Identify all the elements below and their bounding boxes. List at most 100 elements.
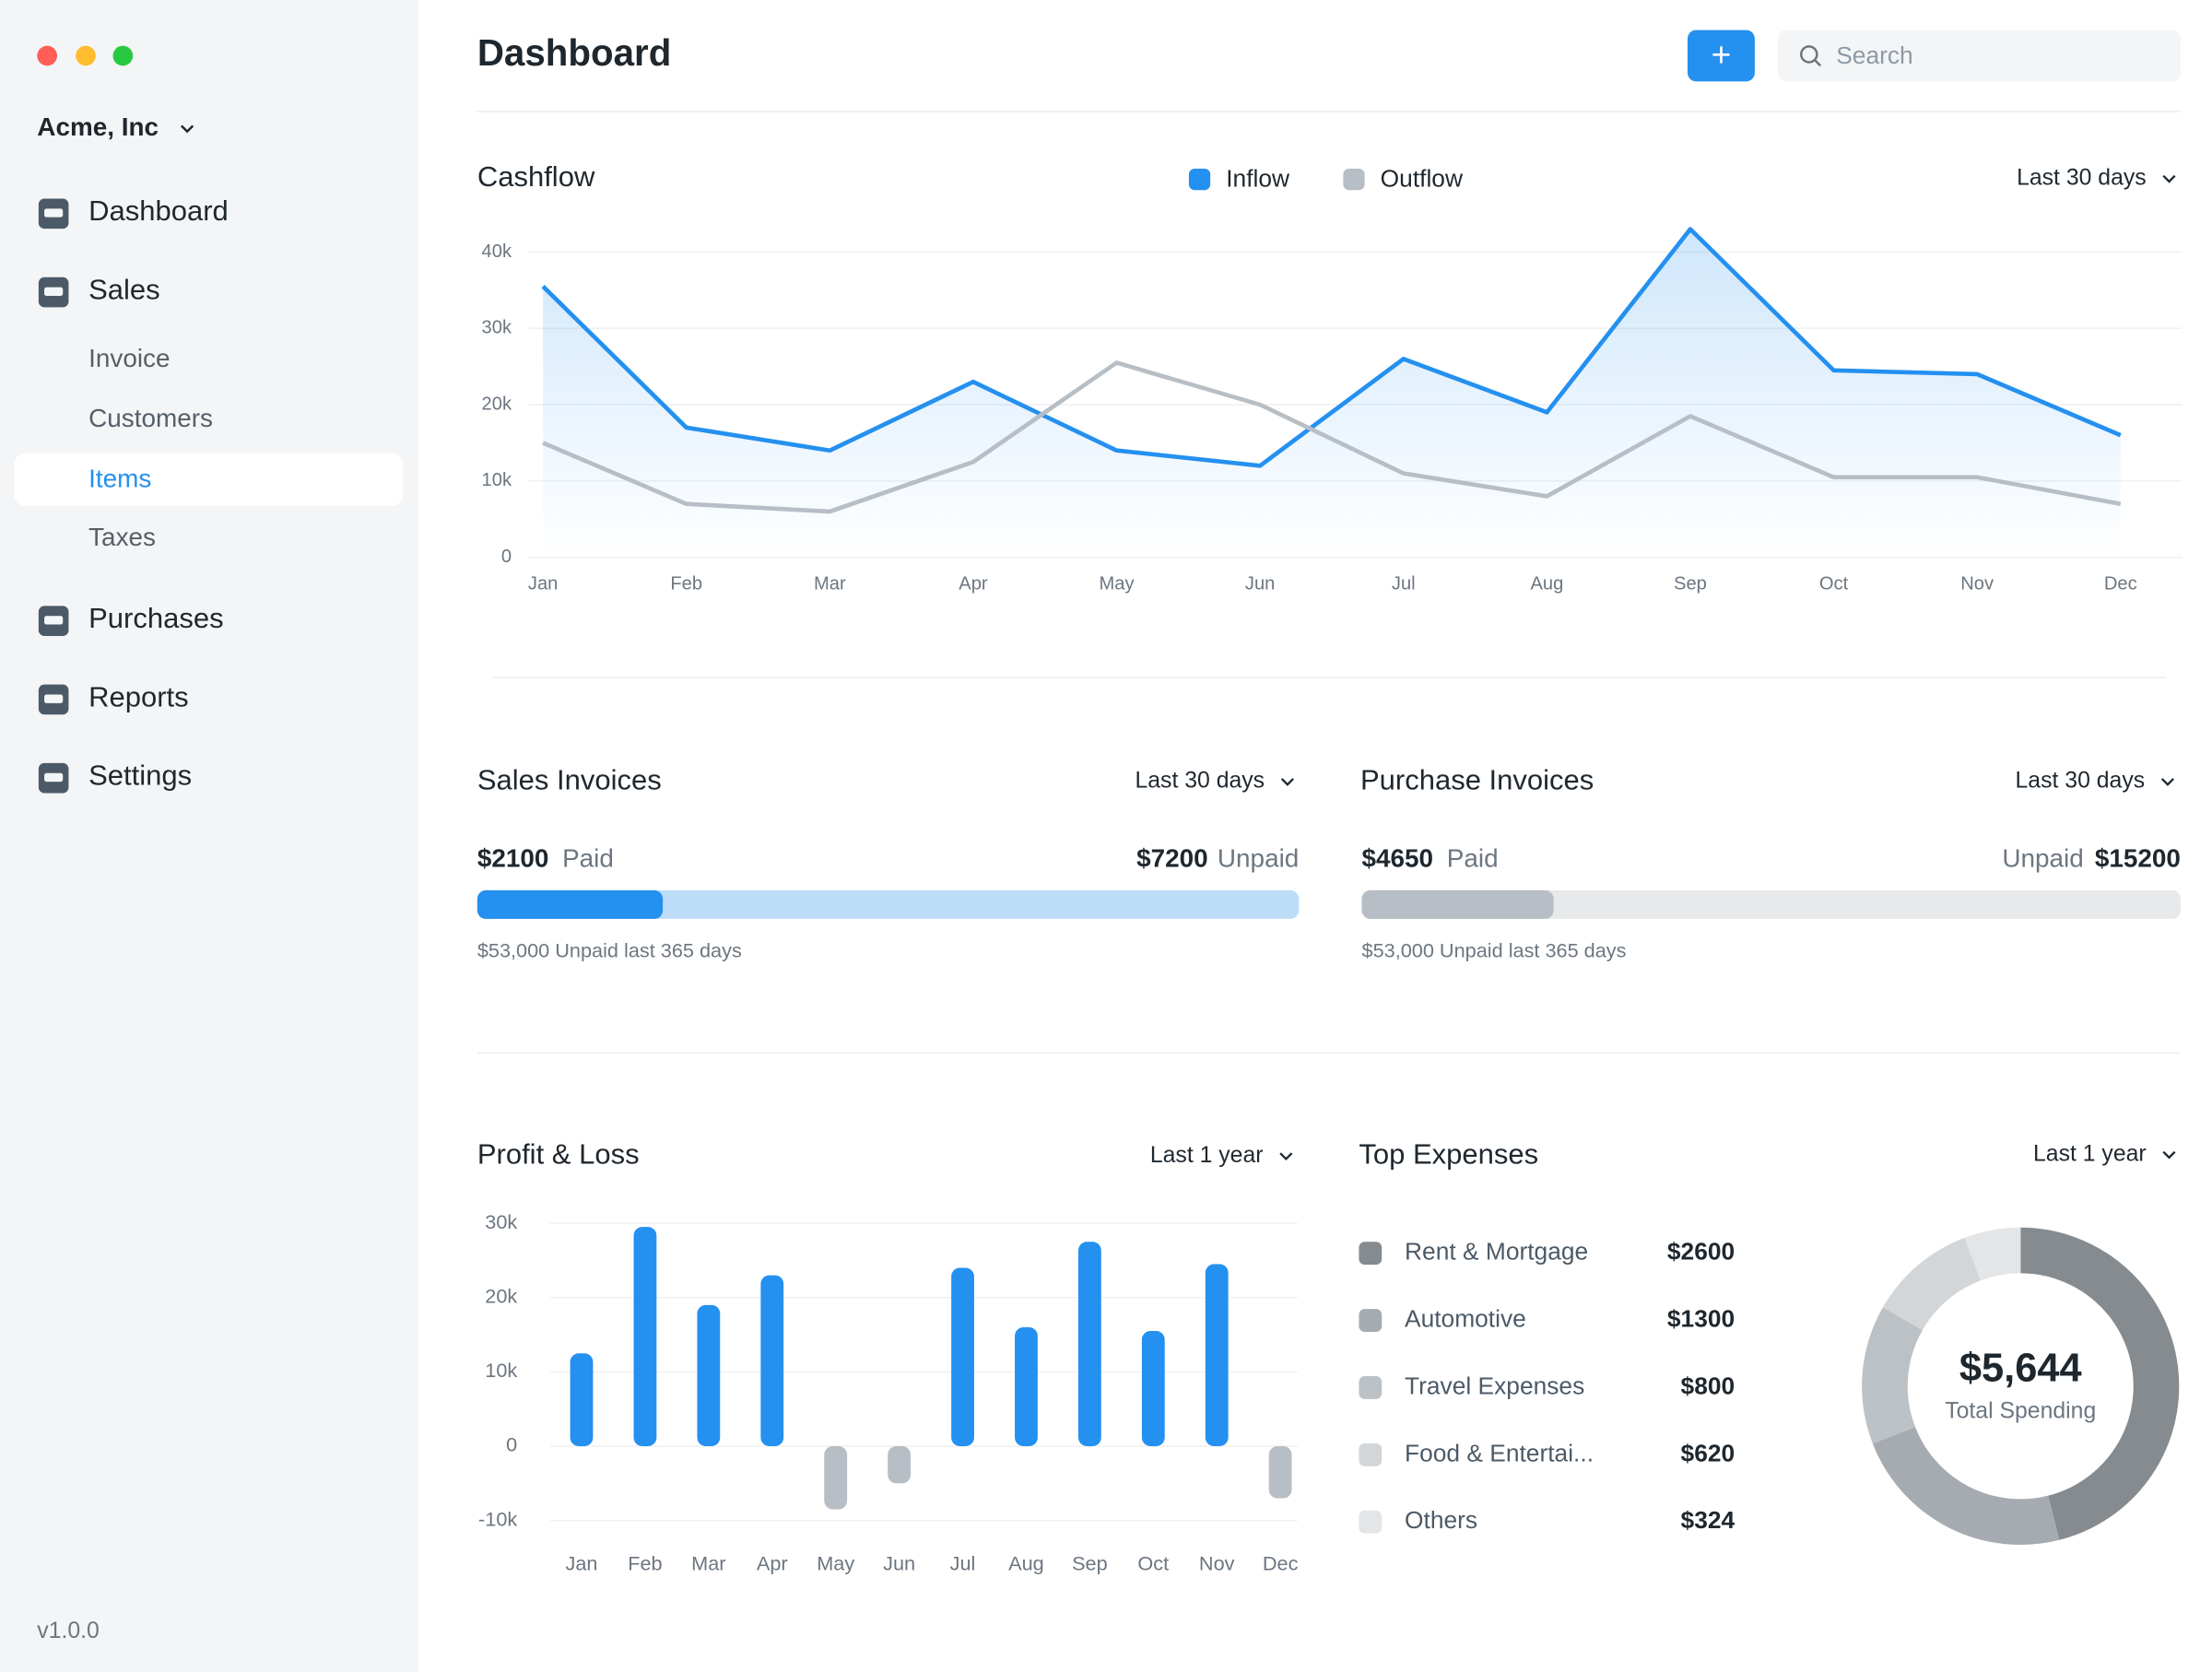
nav-icon	[44, 208, 64, 218]
bar	[824, 1446, 848, 1510]
period-select[interactable]: Last 30 days	[2016, 769, 2146, 794]
unpaid-text: Unpaid	[2002, 844, 2083, 873]
paid-amount: $2100	[477, 844, 549, 873]
nav-icon	[44, 694, 64, 703]
total-amount: $5,644	[1959, 1346, 2082, 1390]
x-tick-label: Jun	[883, 1551, 915, 1574]
nav-item[interactable]: Reports	[88, 680, 189, 712]
legend-swatch	[1359, 1242, 1382, 1266]
chevron	[2160, 778, 2174, 786]
nav-item[interactable]: Settings	[88, 759, 192, 792]
x-tick-label: May	[1100, 573, 1135, 594]
nav-subitem[interactable]: Customers	[88, 404, 213, 432]
donut-segment	[1862, 1307, 1924, 1444]
add-button[interactable]	[1688, 29, 1755, 82]
bar	[1141, 1331, 1165, 1447]
unpaid-amount: $15200	[2095, 844, 2181, 873]
x-tick-label: May	[817, 1551, 854, 1574]
donut-segment	[2019, 1227, 2180, 1540]
donut-segment	[1964, 1227, 2021, 1281]
x-tick-label: Sep	[1072, 1551, 1108, 1574]
x-tick-label: Dec	[2104, 573, 2137, 594]
y-tick-label: 0	[506, 1433, 517, 1456]
card-title: Profit & Loss	[477, 1137, 640, 1170]
unpaid-bar	[477, 889, 1300, 919]
search-icon	[1800, 45, 1818, 64]
nav-subitem[interactable]: Invoice	[88, 344, 170, 372]
nav-item[interactable]: Sales	[88, 273, 160, 305]
period-select[interactable]: Last 1 year	[1150, 1143, 1264, 1168]
y-tick-label: 10k	[485, 1359, 517, 1382]
y-tick-label: 10k	[482, 470, 512, 490]
legend-swatch	[1359, 1510, 1382, 1534]
expense-name: Food & Entertai...	[1405, 1439, 1594, 1466]
company-name[interactable]: Acme, Inc	[37, 112, 159, 141]
card-title: Sales Invoices	[477, 763, 662, 795]
minimize-dot[interactable]	[76, 45, 96, 66]
note: $53,000 Unpaid last 365 days	[477, 938, 742, 961]
close-dot[interactable]	[37, 45, 58, 66]
legend-label[interactable]: Inflow	[1226, 164, 1290, 192]
chevron	[1280, 778, 1294, 786]
search-box[interactable]	[1777, 29, 2181, 82]
nav: Dashboard Sales Invoice Customers Items Taxes…	[14, 194, 404, 794]
x-tick-label: Jan	[528, 573, 558, 594]
expense-amount: $800	[1681, 1372, 1735, 1399]
x-tick-label: Oct	[1819, 573, 1849, 594]
maximize-dot[interactable]	[112, 45, 134, 66]
unpaid-amount: $7200	[1136, 844, 1208, 873]
x-tick-label: Jan	[566, 1551, 598, 1574]
legend-swatch	[1188, 168, 1211, 191]
line	[542, 360, 2122, 514]
bar	[1077, 1242, 1101, 1447]
x-tick-label: Jul	[1392, 573, 1416, 594]
legend-label[interactable]: Outflow	[1381, 164, 1464, 192]
x-tick-label: Oct	[1137, 1551, 1169, 1574]
line	[541, 227, 2122, 468]
bar	[570, 1353, 594, 1447]
y-tick-label: 20k	[482, 394, 512, 414]
note: $53,000 Unpaid last 365 days	[1362, 938, 1627, 961]
unpaid-bar	[1361, 889, 2181, 919]
paid-text: Paid	[562, 844, 614, 873]
x-tick-label: Jul	[950, 1551, 976, 1574]
nav-item[interactable]: Purchases	[88, 602, 223, 634]
chevron	[2162, 1150, 2176, 1160]
nav-item[interactable]: Dashboard	[88, 194, 229, 227]
legend-swatch	[1359, 1309, 1382, 1332]
x-tick-label: Nov	[1960, 573, 1994, 594]
add-button-label[interactable]: +	[1712, 35, 1732, 74]
x-tick-label: Apr	[757, 1551, 788, 1574]
search-placeholder[interactable]: Search	[1836, 41, 1912, 69]
x-tick-label: Feb	[670, 573, 702, 594]
y-tick-label: -10k	[478, 1507, 517, 1530]
expense-amount: $620	[1681, 1439, 1735, 1466]
period-select[interactable]: Last 30 days	[1135, 769, 1265, 794]
expense-name: Automotive	[1405, 1305, 1526, 1333]
paid-text: Paid	[1447, 844, 1499, 873]
expense-amount: $2600	[1667, 1238, 1735, 1266]
nav-subitem[interactable]: Items	[88, 464, 151, 492]
nav-icon	[44, 772, 64, 783]
card-title: Cashflow	[477, 160, 595, 193]
legend-swatch	[1359, 1442, 1382, 1466]
unpaid-text: Unpaid	[1218, 844, 1299, 873]
period-select[interactable]: Last 30 days	[2017, 165, 2147, 190]
expense-amount: $324	[1681, 1506, 1735, 1534]
version: v1.0.0	[37, 1619, 100, 1643]
nav-icon	[44, 287, 64, 296]
bar	[633, 1227, 657, 1447]
chevron	[181, 124, 194, 134]
sidebar	[0, 0, 419, 1672]
legend-swatch	[1343, 168, 1365, 191]
bar	[1205, 1264, 1229, 1447]
period-select[interactable]: Last 1 year	[2033, 1141, 2147, 1166]
y-tick-label: 30k	[482, 318, 512, 338]
bar	[760, 1275, 784, 1447]
nav-subitem[interactable]: Taxes	[88, 523, 156, 551]
x-tick-label: Mar	[814, 573, 846, 594]
expense-name: Rent & Mortgage	[1405, 1238, 1588, 1266]
chevron	[2162, 174, 2176, 183]
y-tick-label: 30k	[485, 1210, 517, 1233]
